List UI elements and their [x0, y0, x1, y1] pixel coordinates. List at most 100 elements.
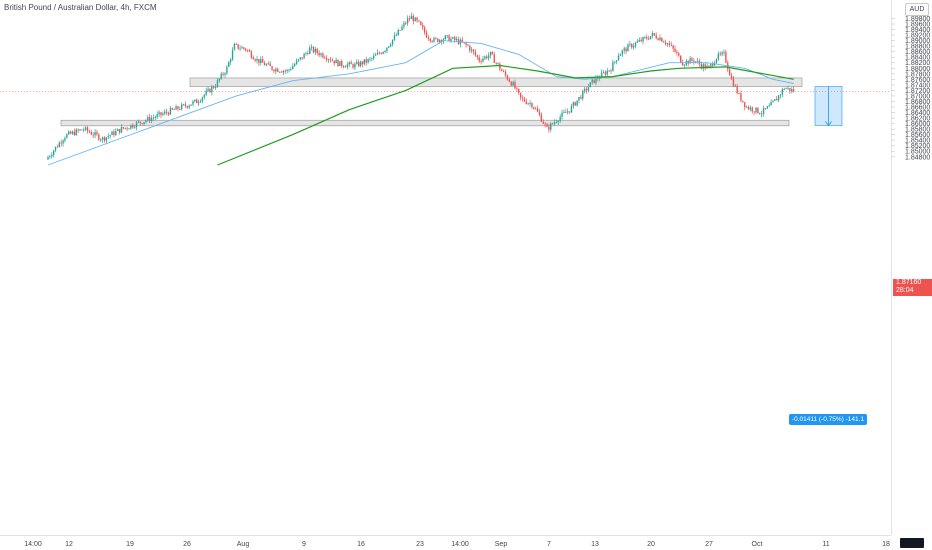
price-tick-label: 1.89200 — [905, 33, 930, 40]
time-tick-label: 16 — [357, 541, 365, 548]
candle-body — [427, 37, 430, 39]
candle-body — [776, 99, 778, 101]
price-tick-label: 1.88400 — [905, 55, 930, 62]
tradingview-logo[interactable] — [900, 538, 924, 548]
candle-body — [640, 39, 642, 42]
candle-body — [164, 111, 166, 114]
candle-body — [502, 71, 505, 72]
price-scale[interactable]: 1.898001.896001.894001.892001.890001.888… — [891, 16, 930, 161]
candle-body — [196, 99, 198, 104]
candle-body — [646, 37, 648, 39]
price-tick-label: 1.89000 — [905, 38, 930, 45]
candle-body — [54, 146, 57, 151]
candle-body — [768, 105, 770, 107]
price-tick-label: 1.86800 — [905, 99, 930, 106]
candle-body — [243, 47, 245, 49]
candle-body — [171, 108, 173, 110]
price-tick-label: 1.87000 — [905, 93, 930, 100]
support-zone[interactable] — [60, 119, 790, 127]
candle-body — [787, 87, 789, 89]
candle-body — [501, 69, 503, 72]
candle-body — [431, 40, 433, 42]
candle-body — [544, 123, 546, 125]
currency-badge[interactable]: AUD — [905, 3, 929, 16]
candle-body — [423, 27, 426, 33]
price-tick-label: 1.84800 — [905, 154, 930, 161]
candle-body — [271, 66, 273, 70]
candle-body — [376, 52, 379, 55]
candle-body — [744, 102, 746, 108]
price-tick-label: 1.88000 — [905, 66, 930, 73]
candle-body — [278, 71, 281, 73]
candle-body — [631, 43, 633, 48]
candle-body — [68, 131, 70, 135]
candle-body — [284, 70, 286, 72]
candle-body — [116, 129, 119, 132]
candle-body — [324, 57, 326, 59]
candle-body — [156, 114, 158, 118]
candle-body — [762, 108, 765, 114]
candle-body — [674, 48, 676, 52]
candle-body — [342, 65, 345, 67]
candle-body — [250, 51, 253, 58]
candle-body — [309, 47, 311, 54]
candle-body — [333, 60, 335, 64]
candle-body — [167, 112, 170, 115]
candle-body — [463, 42, 465, 44]
support-zones — [60, 77, 803, 127]
candle-body — [736, 85, 738, 94]
candle-body — [320, 53, 322, 56]
candle-body — [73, 131, 76, 136]
candle-body — [410, 15, 413, 20]
candle-body — [529, 103, 531, 105]
candle-body — [113, 131, 115, 136]
measure-arrow-head — [825, 121, 832, 127]
candle-body — [657, 38, 659, 41]
candle-body — [209, 88, 211, 93]
candle-body — [280, 71, 283, 73]
candle-body — [203, 94, 205, 98]
candle-body — [612, 62, 614, 72]
candle-body — [327, 59, 330, 61]
candle-body — [647, 38, 650, 40]
candle-body — [371, 58, 373, 60]
candle-body — [49, 156, 51, 158]
candle-body — [388, 46, 390, 48]
candle-body — [638, 39, 640, 42]
candle-body — [246, 50, 249, 51]
candle-body — [335, 59, 337, 64]
candle-body — [627, 44, 629, 52]
candle-body — [103, 137, 106, 141]
candle-body — [179, 109, 181, 110]
candle-body — [687, 60, 689, 64]
candle-body — [527, 103, 529, 105]
candle-body — [378, 52, 381, 54]
candle-body — [133, 127, 136, 129]
time-scale[interactable]: 14:00 12 19 26 Aug 9 16 23 14:00 Sep 7 13 20 27 Oct 11 1… — [24, 541, 890, 548]
time-tick-label: 12 — [65, 541, 73, 548]
candle-body — [740, 93, 742, 101]
candle-body — [56, 146, 59, 148]
candle-body — [416, 17, 418, 21]
candle-body — [632, 45, 635, 48]
candle-body — [433, 38, 435, 42]
time-tick-label: 13 — [591, 541, 599, 548]
measure-tool — [814, 86, 843, 127]
candle-body — [314, 49, 317, 53]
candle-body — [414, 17, 416, 22]
candle-body — [757, 107, 759, 114]
candle-body — [489, 51, 492, 56]
candle-body — [791, 89, 793, 92]
support-zone[interactable] — [189, 77, 803, 87]
candle-body — [440, 39, 443, 42]
candle-body — [649, 36, 652, 40]
candle-body — [452, 37, 454, 39]
candle-body — [418, 20, 420, 22]
candle-body — [755, 107, 757, 113]
candle-body — [751, 107, 753, 112]
candle-body — [717, 53, 720, 59]
candle-body — [148, 116, 151, 122]
candle-body — [58, 142, 60, 148]
candle-body — [205, 90, 207, 95]
